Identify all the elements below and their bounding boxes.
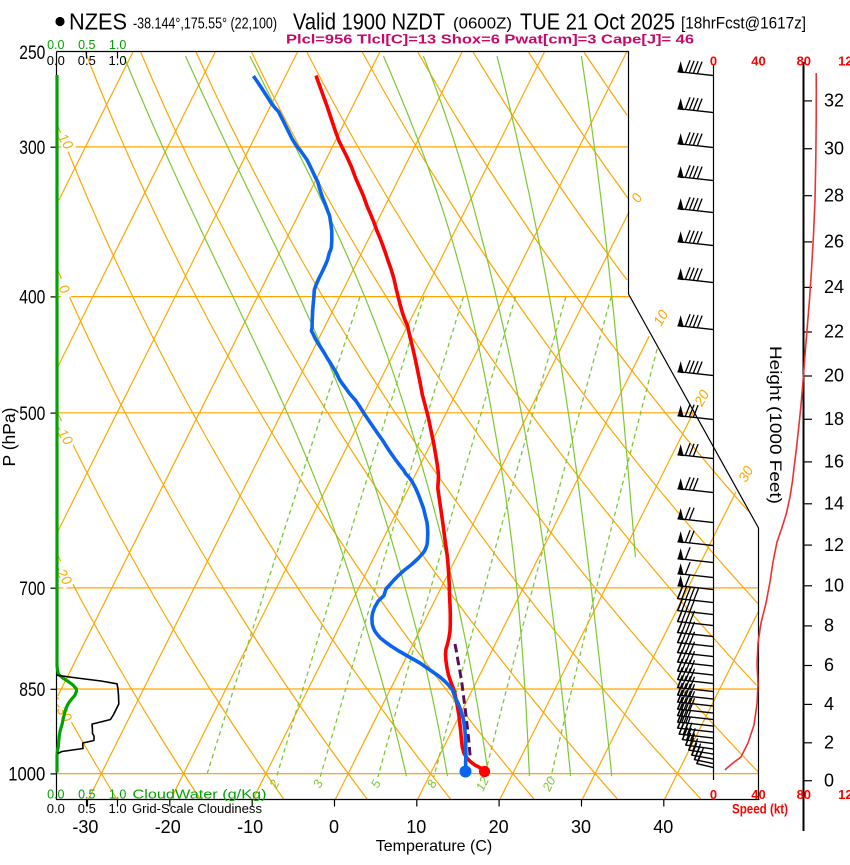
- svg-text:700: 700: [19, 579, 45, 600]
- svg-text:Temperature (C): Temperature (C): [376, 838, 492, 855]
- svg-text:0: 0: [329, 817, 339, 837]
- svg-text:20: 20: [690, 387, 712, 409]
- svg-text:10: 10: [650, 307, 672, 329]
- svg-text:40: 40: [751, 787, 765, 802]
- svg-text:0.0: 0.0: [47, 53, 65, 68]
- svg-text:500: 500: [19, 404, 45, 425]
- svg-text:28: 28: [824, 185, 844, 205]
- svg-text:CloudWater (g/Kg): CloudWater (g/Kg): [133, 787, 267, 802]
- svg-text:4: 4: [824, 694, 834, 714]
- svg-text:850: 850: [19, 680, 45, 701]
- svg-text:0.5: 0.5: [78, 53, 96, 68]
- svg-text:(0600Z): (0600Z): [453, 16, 512, 33]
- svg-text:P (hPa): P (hPa): [0, 407, 19, 466]
- svg-text:300: 300: [19, 138, 45, 159]
- svg-text:Plcl=956 Tlcl[C]=13 Shox=6 Pwa: Plcl=956 Tlcl[C]=13 Shox=6 Pwat[cm]=3 Ca…: [286, 32, 694, 47]
- svg-text:-38.144°,175.55° (22,100): -38.144°,175.55° (22,100): [133, 16, 277, 33]
- svg-text:-10: -10: [237, 817, 263, 837]
- svg-text:10: 10: [824, 576, 844, 596]
- svg-text:6: 6: [824, 655, 834, 675]
- svg-text:20: 20: [539, 775, 558, 795]
- svg-text:10: 10: [406, 817, 426, 837]
- svg-text:40: 40: [653, 817, 673, 837]
- svg-text:0: 0: [710, 787, 717, 802]
- svg-text:12: 12: [473, 775, 492, 794]
- svg-text:0: 0: [710, 54, 717, 69]
- svg-text:80: 80: [797, 54, 811, 69]
- svg-text:22: 22: [824, 322, 844, 342]
- svg-text:Grid-Scale Cloudiness: Grid-Scale Cloudiness: [132, 801, 262, 816]
- svg-text:80: 80: [797, 787, 811, 802]
- svg-text:40: 40: [751, 54, 765, 69]
- svg-text:30: 30: [824, 138, 844, 158]
- svg-text:0.5: 0.5: [78, 38, 95, 52]
- svg-text:0: 0: [824, 770, 834, 790]
- svg-text:Valid 1900 NZDT: Valid 1900 NZDT: [293, 9, 445, 35]
- svg-text:250: 250: [19, 43, 45, 64]
- svg-text:18: 18: [824, 409, 844, 429]
- svg-text:0.0: 0.0: [47, 801, 65, 816]
- svg-text:Speed (kt): Speed (kt): [732, 802, 788, 817]
- svg-text:0.0: 0.0: [47, 788, 64, 802]
- svg-text:14: 14: [824, 494, 844, 514]
- svg-text:20: 20: [489, 817, 509, 837]
- svg-text:-30: -30: [72, 817, 98, 837]
- svg-text:30: 30: [735, 463, 757, 485]
- svg-text:10: 10: [55, 130, 77, 152]
- svg-text:NZES: NZES: [69, 9, 127, 35]
- svg-text:1.0: 1.0: [109, 801, 127, 816]
- svg-text:16: 16: [824, 452, 844, 472]
- svg-text:8: 8: [824, 616, 834, 636]
- svg-text:0.5: 0.5: [78, 788, 95, 802]
- svg-text:Height (1000 Feet): Height (1000 Feet): [766, 346, 785, 504]
- svg-text:1.0: 1.0: [109, 38, 126, 52]
- svg-text:24: 24: [824, 277, 844, 297]
- svg-text:30: 30: [571, 817, 591, 837]
- svg-text:2: 2: [824, 733, 834, 753]
- svg-text:1.0: 1.0: [109, 53, 127, 68]
- svg-text:26: 26: [824, 232, 844, 252]
- svg-text:TUE 21 Oct 2025: TUE 21 Oct 2025: [520, 9, 675, 35]
- svg-text:-20: -20: [155, 817, 181, 837]
- svg-text:0.5: 0.5: [78, 801, 96, 816]
- svg-text:[18hrFcst@1617z]: [18hrFcst@1617z]: [681, 15, 806, 33]
- svg-text:400: 400: [19, 288, 45, 309]
- svg-text:12: 12: [824, 535, 844, 555]
- svg-text:120: 120: [838, 54, 850, 69]
- svg-text:32: 32: [824, 91, 844, 111]
- svg-text:0.0: 0.0: [47, 38, 64, 52]
- svg-text:20: 20: [824, 366, 844, 386]
- svg-text:1000: 1000: [8, 765, 45, 786]
- svg-text:120: 120: [838, 787, 850, 802]
- svg-text:1.0: 1.0: [109, 788, 126, 802]
